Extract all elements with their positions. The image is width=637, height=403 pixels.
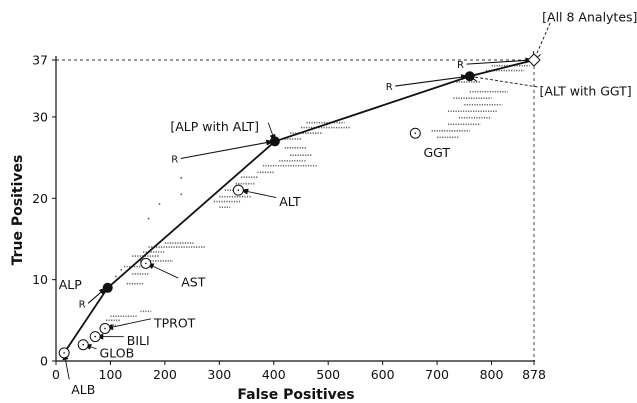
annotation-label: GLOB	[100, 345, 135, 360]
y-tick-label: 20	[32, 191, 48, 206]
cloud-point	[114, 275, 117, 278]
x-tick-label: 100	[99, 367, 123, 382]
annotation-label: [All 8 Analytes]	[542, 9, 637, 24]
analyte-point-center	[145, 262, 147, 265]
x-tick-label: 300	[207, 367, 231, 382]
annotation-label: BILI	[127, 333, 150, 348]
y-tick-label: 37	[32, 53, 48, 68]
combination-point	[102, 282, 113, 293]
analyte-point-center	[63, 352, 65, 354]
r-arrow	[395, 74, 470, 87]
axes: 0 100 200 300 400 500 600 700 800 878 0 10 20 30 37	[32, 53, 546, 383]
r-arrow	[87, 287, 107, 304]
annotation-label: ALP	[59, 277, 83, 292]
annotation-arrow	[470, 76, 538, 88]
annotation-label: TPROT	[153, 315, 196, 330]
combination-point	[464, 71, 475, 82]
combination-point	[269, 136, 280, 147]
x-tick-label: 200	[153, 367, 177, 382]
cloud-point	[158, 203, 161, 205]
cloud-point	[180, 177, 183, 179]
cloud-point	[147, 217, 150, 220]
x-tick-label: 878	[522, 367, 546, 382]
analyte-point-center	[94, 335, 96, 338]
x-axis-title: False Positives	[237, 387, 354, 403]
annotation-label: [ALT with GGT]	[539, 83, 631, 98]
analyte-point-center	[237, 189, 240, 191]
x-tick-label: 400	[262, 367, 286, 382]
r-marker-label: R	[79, 299, 86, 310]
annotation-arrow	[105, 318, 152, 330]
y-tick-label: 10	[32, 272, 48, 287]
all-analytes-diamond	[527, 53, 541, 67]
analyte-point-center	[414, 132, 417, 135]
analyte-point-center	[104, 327, 106, 330]
annotation-label: ALT	[279, 194, 301, 209]
annotation-label: [ALP with ALT]	[170, 119, 259, 134]
annotation-arrow	[240, 188, 277, 198]
annotation-label: GGT	[423, 145, 450, 160]
r-arrow	[180, 139, 275, 160]
reference-lines	[56, 59, 535, 361]
y-axis-title: True Positives	[10, 155, 26, 266]
x-tick-label: 0	[52, 367, 60, 382]
x-tick-label: 800	[480, 367, 504, 382]
r-marker-label: R	[171, 155, 178, 166]
annotation-arrow	[146, 262, 179, 279]
r-marker-label: R	[457, 60, 464, 71]
annotation-label: ALB	[71, 382, 95, 397]
point-cloud	[106, 64, 530, 327]
annotation-arrows	[62, 22, 551, 380]
cloud-point	[120, 268, 123, 271]
cloud-point	[180, 193, 183, 196]
y-tick-label: 0	[40, 354, 48, 369]
analyte-point-center	[82, 343, 85, 346]
x-tick-label: 600	[371, 367, 395, 382]
x-tick-label: 700	[425, 367, 449, 382]
y-tick-label: 30	[32, 109, 48, 124]
r-marker-label: R	[386, 82, 393, 93]
r-arrow	[466, 57, 534, 65]
x-tick-label: 500	[316, 367, 340, 382]
annotation-label: AST	[181, 275, 205, 290]
roc-points	[58, 53, 541, 359]
annotation-arrow	[534, 22, 551, 60]
